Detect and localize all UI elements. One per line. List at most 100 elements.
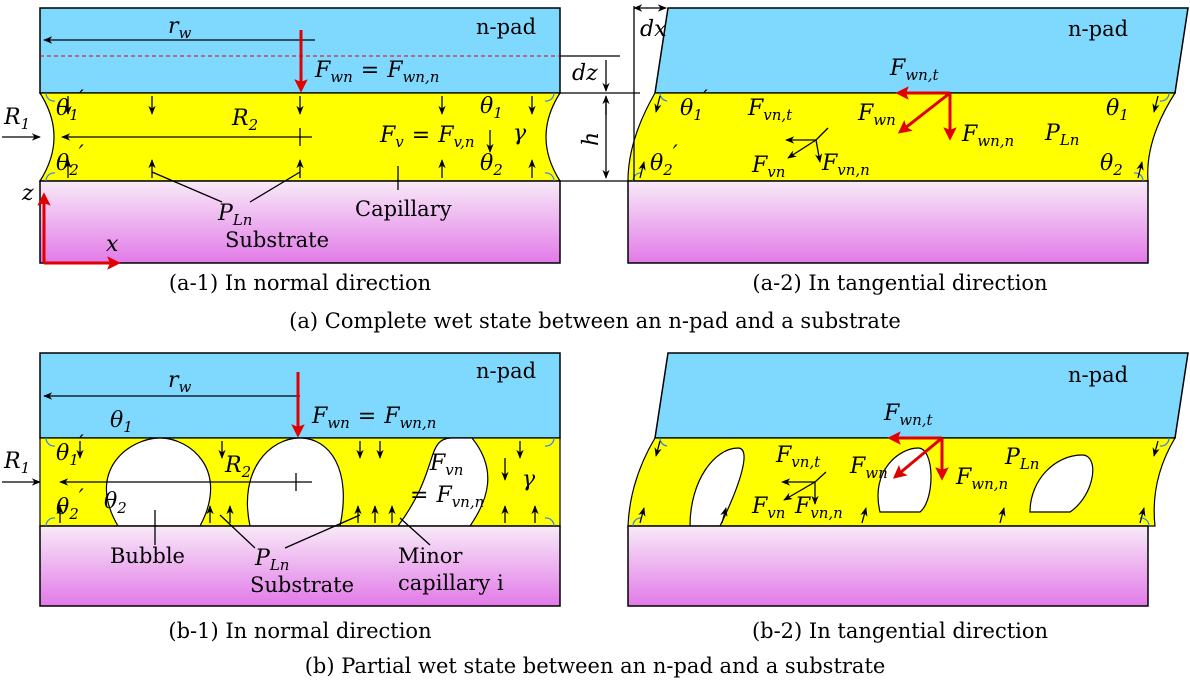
pln-leader [249, 171, 301, 203]
substrate [39, 180, 561, 264]
fvn-tick [815, 127, 829, 141]
substrate [627, 525, 1149, 607]
fv-label: Fv = Fv,n [379, 123, 475, 151]
fwn-arrow [892, 436, 943, 479]
fvn-label: Fvn [751, 494, 785, 522]
theta1-label: θ1 [110, 408, 133, 436]
fvnt-label: Fvn,t [775, 443, 821, 471]
pln-label: PLn [254, 546, 289, 574]
contact-angle-arc [1159, 92, 1170, 102]
fwn-label: Fwn [849, 454, 888, 482]
fwn-label: Fwn [857, 101, 896, 129]
fwnn-label: Fwn,n [955, 465, 1008, 493]
contact-angle-arc [45, 437, 56, 447]
fwn-arrow [897, 91, 951, 134]
minor-capillary-label: Minor [398, 544, 463, 568]
fwn-label: Fwn = Fwn,n [314, 58, 439, 86]
caption-b: (b) Partial wet state between an n-pad a… [305, 654, 886, 678]
dz-label: dz [572, 61, 598, 86]
fvnn-label: = Fvn,n [410, 483, 484, 511]
bubble [877, 447, 932, 513]
pressure-arrows-top [64, 96, 536, 115]
caption-b2: (b-2) In tangential direction [752, 619, 1048, 643]
fvn-label: Fvn [429, 451, 463, 479]
pad-label: n-pad [1068, 363, 1128, 387]
substrate [39, 525, 561, 607]
pad-label: n-pad [476, 359, 536, 383]
contact-angle-arc [45, 92, 56, 102]
contact-angle-arc [544, 172, 555, 182]
pln-label: PLn [217, 201, 252, 229]
pln-label: PLn [1044, 121, 1079, 149]
contact-angle-arc [1159, 437, 1170, 447]
fvn-label: Fvn [751, 153, 785, 181]
theta2-prime-label: θ2′ [650, 142, 678, 179]
theta2-label: θ2 [1100, 151, 1123, 179]
pln-leader [284, 514, 361, 549]
dx-label: dx [640, 17, 667, 42]
theta1-prime-label: θ1′ [56, 432, 84, 469]
substrate-label: Substrate [250, 573, 354, 597]
theta1-prime-label: θ1′ [56, 87, 84, 124]
bubble [396, 437, 489, 527]
r2-label: R2 [231, 106, 258, 134]
r1-label: R1 [3, 105, 30, 133]
pressure-arrows [638, 440, 1160, 524]
fwnt-label: Fwn,t [883, 401, 934, 429]
panel-a1: rw Fwn = Fwn,n n-pad R2 R1 θ1′ θ2′ θ1 θ2 γ… [2, 7, 640, 295]
fvn-arrow [787, 139, 817, 159]
rw-label: rw [168, 368, 192, 396]
x-label: x [106, 232, 119, 257]
fvn-tick [814, 471, 827, 483]
pad-label: n-pad [476, 15, 536, 39]
contact-angle-arc [544, 92, 555, 102]
theta1-label: θ1 [480, 94, 503, 122]
fvnn-label: Fvn,n [821, 151, 870, 179]
panel-a2: dx n-pad Fwn,t Fwn Fwn,n Fvn,t Fvn Fvn,n… [627, 4, 1189, 295]
pln-leader [219, 514, 256, 549]
theta2-label: θ2 [104, 489, 127, 517]
theta2-prime-label: θ2′ [56, 142, 84, 179]
bubble [1029, 454, 1094, 513]
caption-a: (a) Complete wet state between an n-pad … [289, 309, 901, 333]
pln-label: PLn [1004, 445, 1039, 473]
minor-capillary-leader [399, 517, 431, 546]
contact-angle-arc [45, 517, 56, 527]
bubble [689, 447, 745, 527]
contact-angle-arc [659, 437, 668, 447]
bubble-label: Bubble [110, 544, 185, 568]
panel-b2: n-pad Fwn,t Fwn Fwn,n PLn Fvn,t Fvn Fvn,… [627, 352, 1189, 643]
fwnn-label: Fwn,n [961, 122, 1014, 150]
fwnt-label: Fwn,t [889, 56, 940, 84]
pressure-arrows-top [76, 441, 524, 459]
r1-label: R1 [3, 449, 30, 477]
contact-angle-arc [544, 437, 555, 447]
fvnn-arrow [814, 139, 823, 163]
capillary-label: Capillary [355, 197, 452, 221]
theta1-prime-label: θ1′ [680, 87, 708, 124]
fvn-arrow [783, 481, 816, 501]
caption-a2: (a-2) In tangential direction [752, 271, 1047, 295]
theta1-label: θ1 [1106, 96, 1129, 124]
gamma-label: γ [522, 467, 536, 492]
rw-label: rw [168, 14, 192, 42]
pressure-arrows-bottom [56, 505, 539, 523]
pressure-arrows [638, 95, 1160, 179]
h-label: h [579, 132, 604, 146]
contact-angle-arc [45, 172, 56, 182]
contact-angle-arc [659, 92, 668, 102]
theta2-prime-label: θ2′ [56, 486, 84, 523]
theta2-label: θ2 [480, 151, 503, 179]
fwn-label: Fwn = Fwn,n [311, 404, 436, 432]
contact-angle-arc [1133, 172, 1144, 182]
caption-a1: (a-1) In normal direction [169, 271, 431, 295]
minor-capillary-label-2: capillary i [398, 571, 504, 595]
liquid-film-sheared [627, 92, 1177, 182]
caption-b1: (b-1) In normal direction [168, 619, 431, 643]
panel-b1: rw n-pad Fwn = Fwn,n θ1 R2 R1 θ1′ θ2′ θ2 F… [2, 352, 561, 643]
gamma-label: γ [513, 121, 527, 146]
pln-leader [151, 171, 223, 203]
substrate [627, 180, 1149, 264]
fvnn-label: Fvn,n [794, 494, 843, 522]
